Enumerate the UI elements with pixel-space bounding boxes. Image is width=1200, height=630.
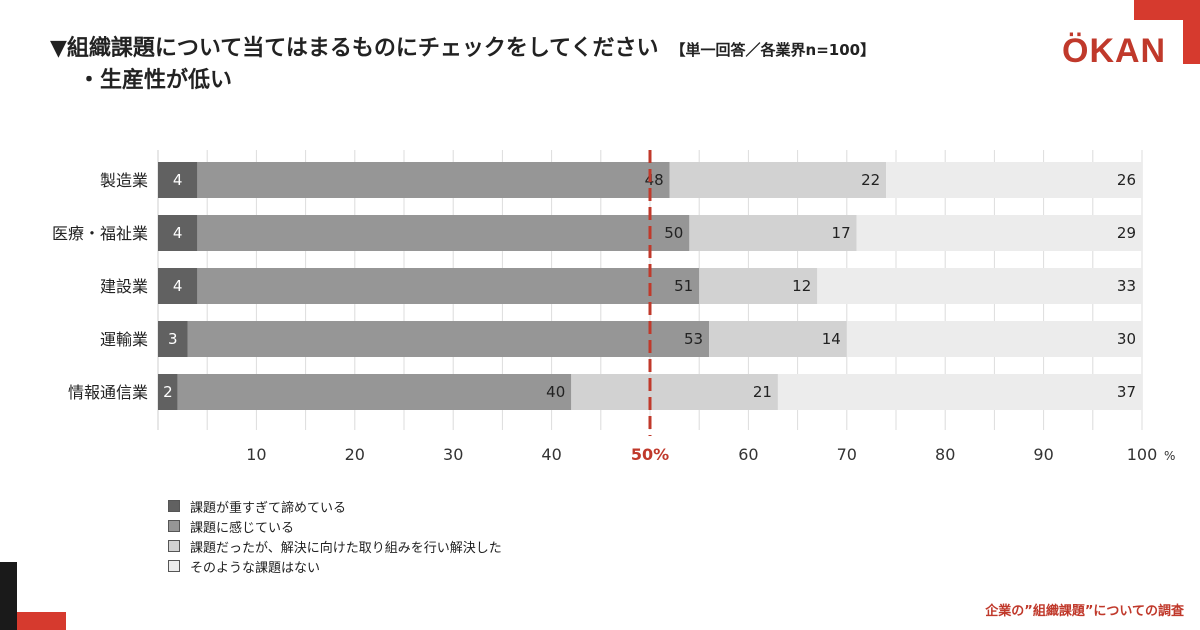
x-tick-label: 80 [935,445,955,464]
legend-label: 課題に感じている [190,520,295,536]
data-label: 21 [753,383,772,401]
bar-segment [689,215,857,251]
legend-swatch [168,560,180,572]
sample-note: 【単一回答／各業界n=100】 [670,41,876,59]
x-tick-label: 100 [1127,445,1158,464]
category-label: 建設業 [100,277,148,296]
data-label: 51 [674,277,693,295]
bar-segment [699,268,818,304]
data-label: 29 [1117,224,1136,242]
legend-item: 課題だったが、解決に向けた取り組みを行い解決した [168,536,502,556]
corner-accent-bottom-vertical [0,562,17,630]
bar-segment [158,215,198,251]
bar-segment [158,321,188,357]
x-tick-label: 60 [738,445,758,464]
data-label: 14 [822,330,841,348]
category-label: 医療・福祉業 [52,224,148,243]
bar-segment [187,321,710,357]
legend-item: 課題が重すぎて諦めている [168,496,502,516]
data-label: 26 [1117,171,1136,189]
bar-segment [158,268,198,304]
category-label: 情報通信業 [68,383,148,402]
x-tick-label: 20 [345,445,365,464]
corner-accent-top-vertical [1183,20,1200,64]
bar-segment [197,215,690,251]
data-label: 50 [664,224,683,242]
stacked-bar-chart: 製造業 4 48 22 26 医療・福祉業 4 50 17 29 建設業 4 51 12 33 運輸業 3 53 1… [52,150,1175,464]
data-label: 48 [645,171,664,189]
bar-segment [856,215,1142,251]
data-label: 40 [546,383,565,401]
data-label: 4 [173,171,183,189]
title-text: ▼組織課題について当てはまるものにチェックをしてください [50,36,659,61]
bar-segment [886,162,1142,198]
data-label: 2 [163,383,173,401]
x-tick-label: 40 [541,445,561,464]
legend-item: 課題に感じている [168,516,502,536]
corner-accent-top [1134,0,1200,20]
legend-swatch [168,500,180,512]
legend-label: 課題が重すぎて諦めている [190,500,347,516]
data-label: 3 [168,330,178,348]
bar-segment [777,374,1142,410]
chart-title: ▼組織課題について当てはまるものにチェックをしてください 【単一回答／各業界n=1… [50,30,875,62]
chart-subtitle: ・生産性が低い [78,68,233,93]
x-tick-label: 30 [443,445,463,464]
data-label: 33 [1117,277,1136,295]
data-label: 17 [832,224,851,242]
data-label: 53 [684,330,703,348]
bar-segment [571,374,778,410]
data-label: 4 [173,277,183,295]
brand-logo: ÖKAN [1062,32,1167,70]
legend-label: 課題だったが、解決に向けた取り組みを行い解決した [190,540,502,556]
data-label: 30 [1117,330,1136,348]
legend-swatch [168,540,180,552]
bar-segment [709,321,847,357]
bar-segment [846,321,1142,357]
x-tick-label: 70 [837,445,857,464]
x-tick-label: 90 [1033,445,1053,464]
data-label: 22 [861,171,880,189]
legend-item: そのような課題はない [168,556,502,576]
x-unit-label: % [1164,449,1175,463]
footer-survey-title: 企業の”組織課題”についての調査 [985,604,1184,619]
data-label: 12 [792,277,811,295]
bar-segment [197,162,670,198]
bar-segment [669,162,887,198]
bar-segment [817,268,1142,304]
bar-segment [158,162,198,198]
legend-swatch [168,520,180,532]
corner-accent-bottom [17,612,66,630]
category-label: 運輸業 [100,330,148,349]
x-tick-label: 50% [631,445,669,464]
data-label: 4 [173,224,183,242]
chart-legend: 課題が重すぎて諦めている 課題に感じている課題だったが、解決に向けた取り組みを行い… [168,496,502,576]
legend-label: そのような課題はない [190,560,321,576]
bar-segment [158,374,178,410]
bar-segment [177,374,572,410]
category-label: 製造業 [100,171,148,190]
data-label: 37 [1117,383,1136,401]
x-tick-label: 10 [246,445,266,464]
bar-segment [197,268,700,304]
